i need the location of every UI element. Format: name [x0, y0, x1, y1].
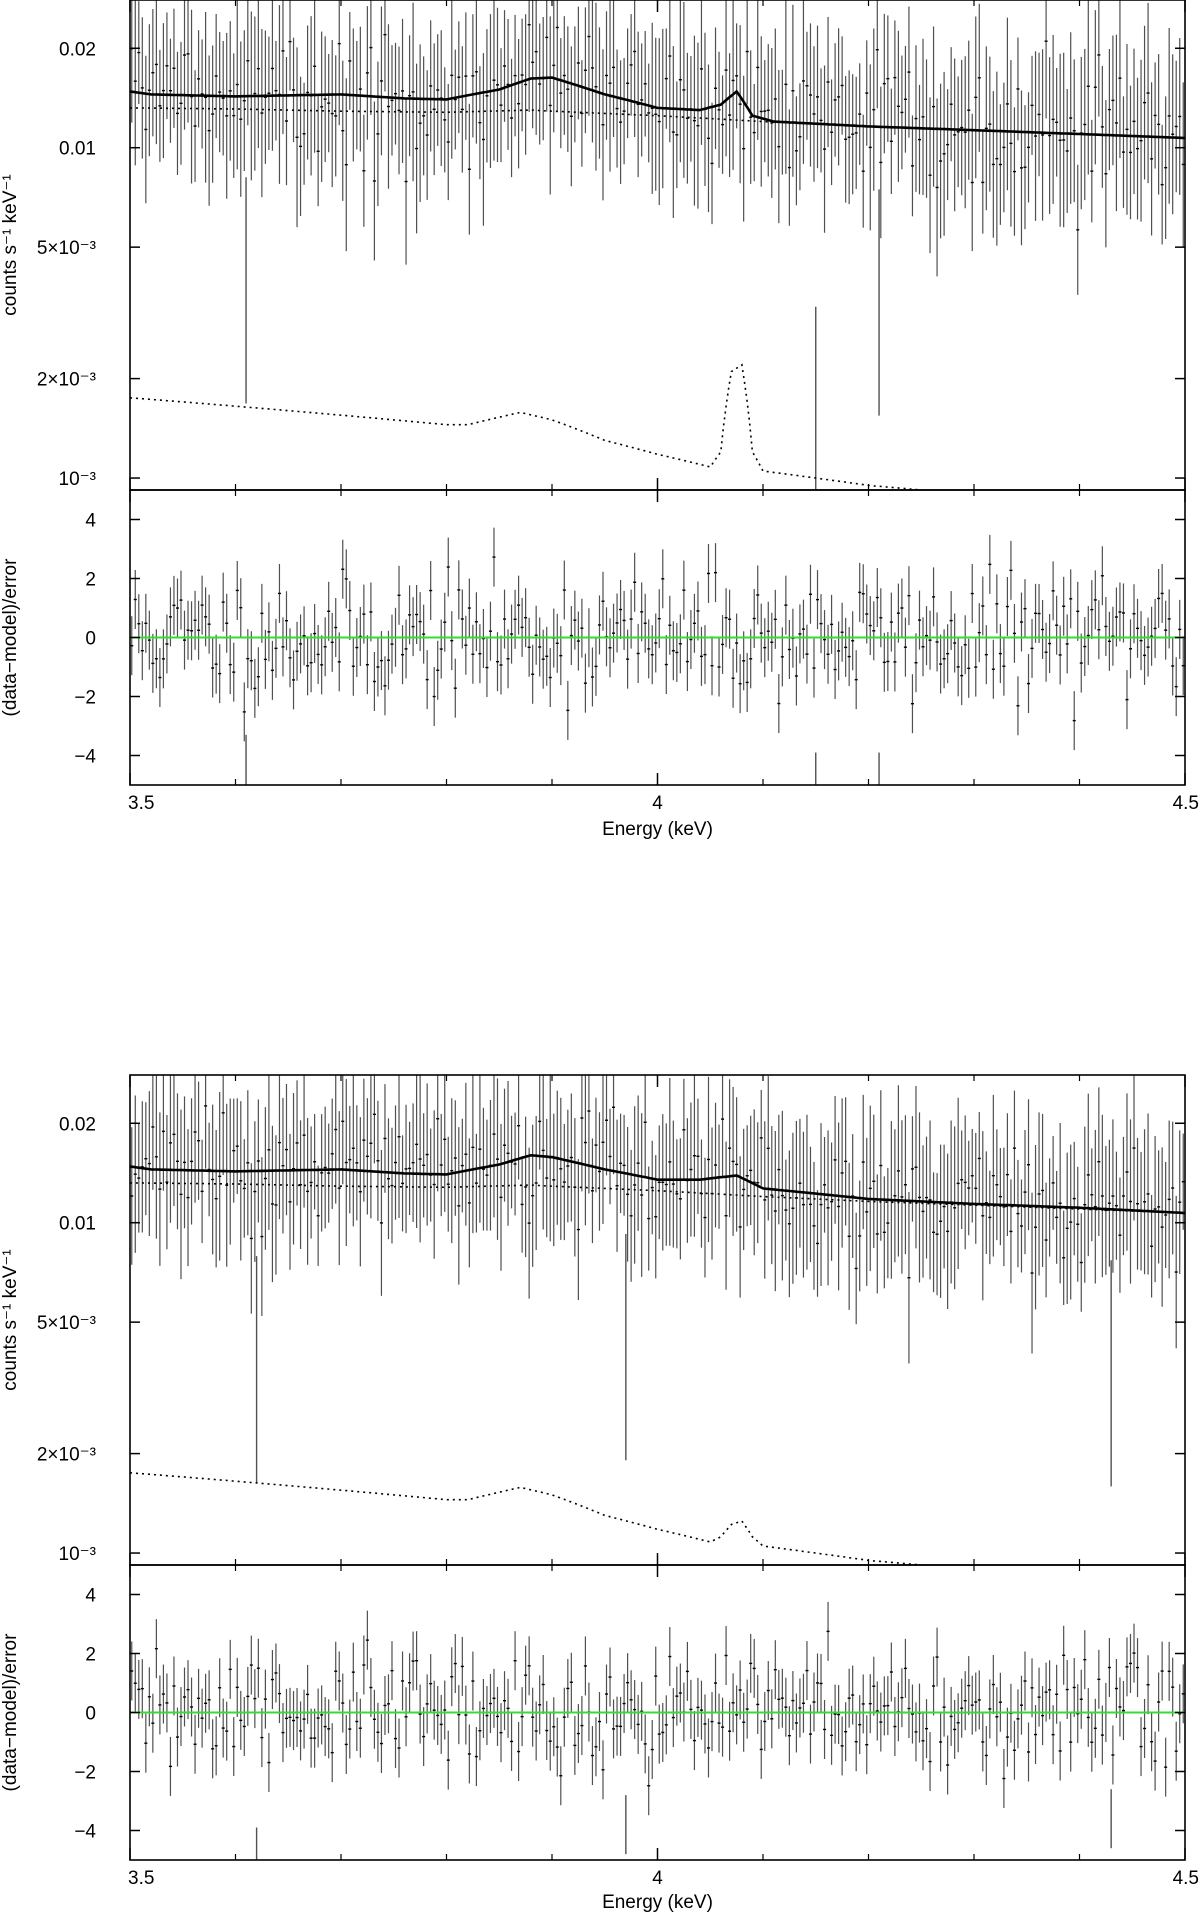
spectrum-ytick-label: 0.02: [59, 1114, 96, 1135]
model-total-curve: [129, 76, 1186, 140]
residual-ytick-label: −2: [74, 1763, 96, 1784]
spectrum-ytick-label: 5×10⁻³: [37, 1313, 96, 1334]
residual-ylabel: (data−model)/error: [0, 558, 21, 717]
xtick-label: 4.5: [1173, 1868, 1199, 1889]
residual-ytick-label: 2: [85, 570, 96, 591]
spectrum-ytick-label: 10⁻³: [59, 469, 97, 490]
xtick-label: 4: [652, 793, 663, 814]
model-continuum-curve: [130, 107, 1186, 139]
xtick-label: 4.5: [1173, 793, 1199, 814]
model-line-component-curve: [129, 363, 922, 491]
residual-ytick-label: 0: [85, 629, 96, 650]
residual-ytick-label: −2: [74, 688, 96, 709]
xlabel: Energy (keV): [602, 1892, 713, 1913]
spectrum-ylabel: counts s⁻¹ keV⁻¹: [0, 1249, 21, 1391]
spectrum-ytick-label: 0.01: [59, 1214, 96, 1235]
chart-block-2: 10⁻³ 2×10⁻³ 5×10⁻³ 0.01 0.02 counts s⁻¹ keV⁻¹…: [0, 1074, 1199, 1913]
spectrum-ytick-label: 2×10⁻³: [37, 1445, 96, 1466]
model-line-component-curve: [129, 1472, 922, 1566]
residual-ylabel: (data−model)/error: [0, 1633, 21, 1792]
residual-data-points: [130, 527, 1185, 785]
residual-ytick-label: 2: [85, 1645, 96, 1666]
spectrum-data-points: [130, 0, 1185, 490]
spectrum-ytick-label: 10⁻³: [59, 1544, 97, 1565]
residual-ytick-label: 0: [85, 1704, 96, 1725]
spectrum-data-points: [130, 1075, 1185, 1487]
residual-ytick-label: 4: [85, 1586, 96, 1607]
xtick-label: 3.5: [128, 793, 154, 814]
spectrum-ylabel: counts s⁻¹ keV⁻¹: [0, 174, 21, 316]
model-total-curve: [129, 1153, 1186, 1215]
spectrum-ytick-label: 5×10⁻³: [37, 238, 96, 259]
residual-data-points: [130, 1601, 1185, 1860]
xtick-label: 4: [652, 1868, 663, 1889]
residual-ytick-label: −4: [74, 1822, 96, 1843]
xlabel: Energy (keV): [602, 819, 713, 840]
xtick-label: 3.5: [128, 1868, 154, 1889]
chart-block-1: 10⁻³ 2×10⁻³ 5×10⁻³ 0.01 0.02 counts s⁻¹ keV⁻¹…: [0, 0, 1199, 840]
residual-ytick-label: −4: [74, 747, 96, 768]
spectrum-ytick-label: 2×10⁻³: [37, 370, 96, 391]
model-continuum-curve: [130, 1182, 1186, 1214]
residual-ytick-label: 4: [85, 511, 96, 532]
spectrum-ytick-label: 0.02: [59, 39, 96, 60]
spectrum-ytick-label: 0.01: [59, 139, 96, 160]
